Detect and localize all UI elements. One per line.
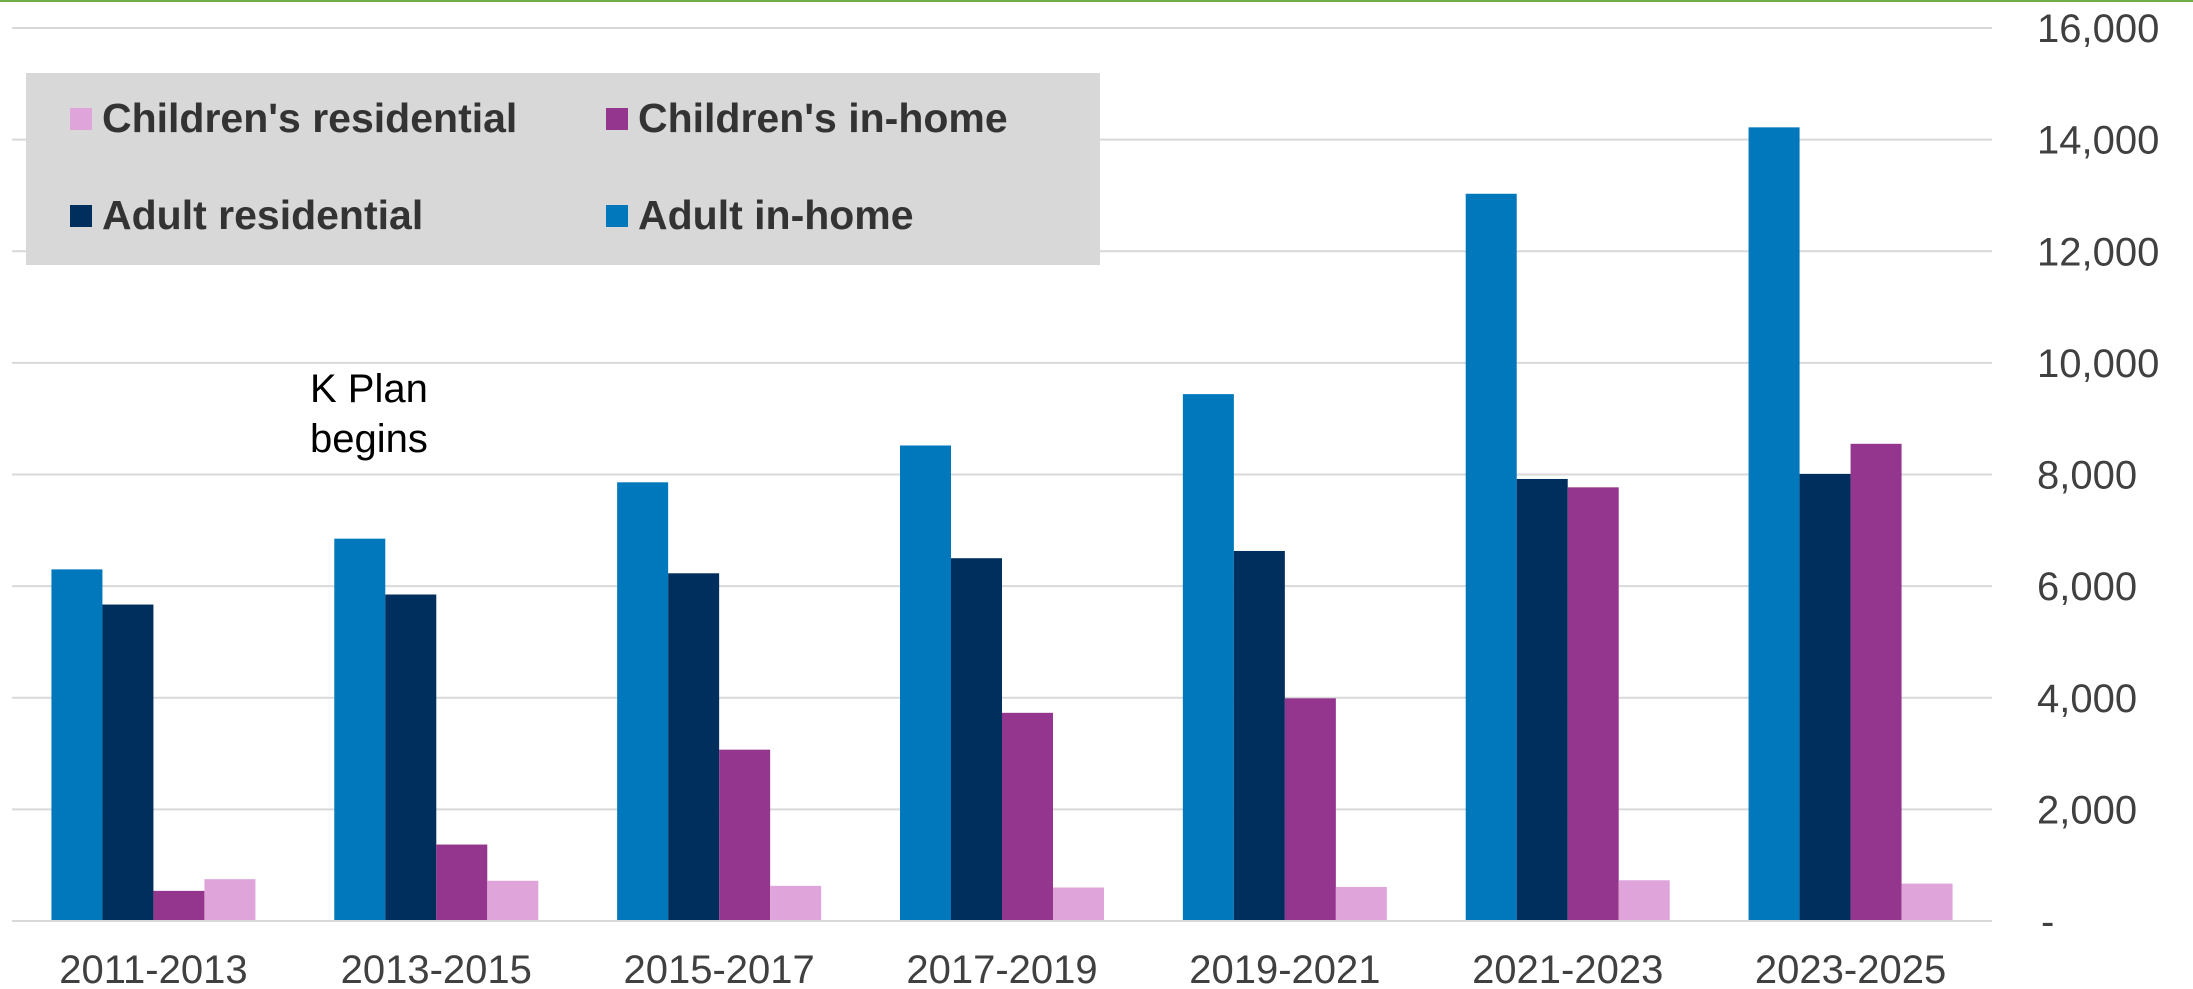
legend-label: Adult residential (102, 192, 424, 238)
x-tick-label: 2011-2013 (59, 948, 247, 989)
bar-children-s-residential-2019-2021 (1335, 886, 1387, 921)
bar-children-s-residential-2015-2017 (770, 885, 822, 921)
y-tick-label: 8,000 (2037, 454, 2137, 498)
x-axis: 2011-2013 2013-2015 2015-2017 2017-2019 2019… (59, 948, 1946, 989)
y-tick-label: 10,000 (2037, 342, 2159, 386)
y-tick-label: 6,000 (2037, 565, 2137, 609)
y-tick-label: 12,000 (2037, 230, 2159, 274)
bar-children-s-in-home-2019-2021 (1284, 698, 1336, 921)
annotation-line: begins (310, 417, 428, 461)
y-tick-label: 14,000 (2037, 119, 2159, 163)
legend: Children's residential Children's in-hom… (26, 73, 1100, 265)
y-tick-label: 4,000 (2037, 677, 2137, 721)
legend-swatch-childrens-residential (70, 107, 92, 130)
bar-adult-in-home-2015-2017 (617, 482, 669, 921)
bar-children-s-residential-2011-2013 (204, 879, 256, 921)
bar-adult-residential-2013-2015 (385, 594, 437, 921)
x-tick-label: 2013-2015 (341, 948, 532, 989)
bar-adult-residential-2023-2025 (1799, 473, 1851, 921)
x-tick-label: 2015-2017 (623, 948, 814, 989)
bar-adult-in-home-2019-2021 (1182, 394, 1234, 921)
legend-item-childrens-in-home: Children's in-home (606, 95, 1008, 142)
legend-label: Children's in-home (638, 95, 1008, 141)
bars (51, 127, 1953, 921)
legend-item-childrens-residential: Children's residential (70, 95, 517, 142)
y-tick-label: 16,000 (2037, 7, 2159, 51)
bar-children-s-in-home-2021-2023 (1567, 487, 1619, 921)
bar-adult-residential-2011-2013 (102, 604, 154, 921)
bar-adult-residential-2019-2021 (1233, 550, 1285, 921)
bar-children-s-in-home-2011-2013 (153, 890, 205, 921)
y-tick-label: - (2041, 900, 2054, 944)
bar-children-s-residential-2023-2025 (1901, 883, 1953, 921)
legend-swatch-childrens-in-home (606, 107, 628, 130)
bar-adult-residential-2017-2019 (951, 558, 1002, 921)
bar-children-s-residential-2017-2019 (1053, 887, 1104, 921)
bar-adult-in-home-2021-2023 (1465, 193, 1517, 921)
legend-swatch-adult-in-home (606, 204, 628, 227)
x-tick-label: 2017-2019 (906, 948, 1097, 989)
bar-children-s-in-home-2023-2025 (1850, 443, 1902, 921)
bar-children-s-residential-2013-2015 (487, 880, 539, 921)
bar-adult-in-home-2011-2013 (51, 569, 103, 921)
bar-children-s-in-home-2017-2019 (1002, 712, 1053, 921)
k-plan-annotation: K Plan begins (310, 364, 428, 464)
bar-adult-in-home-2023-2025 (1748, 127, 1800, 921)
bar-adult-in-home-2013-2015 (334, 538, 386, 921)
x-tick-label: 2023-2025 (1755, 948, 1946, 989)
x-tick-label: 2019-2021 (1189, 948, 1380, 989)
bar-adult-residential-2015-2017 (668, 573, 720, 921)
legend-label: Children's residential (102, 95, 518, 141)
x-tick-label: 2021-2023 (1472, 948, 1663, 989)
y-axis: - 2,000 4,000 6,000 8,000 10,000 12,000 14,000 1… (2037, 7, 2159, 944)
bar-children-s-residential-2021-2023 (1618, 880, 1670, 921)
bar-children-s-in-home-2015-2017 (719, 749, 771, 921)
legend-item-adult-in-home: Adult in-home (606, 192, 914, 239)
bar-children-s-in-home-2013-2015 (436, 844, 488, 921)
annotation-line: K Plan (310, 367, 428, 411)
legend-label: Adult in-home (638, 192, 914, 238)
bar-adult-residential-2021-2023 (1516, 478, 1568, 921)
y-tick-label: 2,000 (2037, 788, 2137, 832)
bar-adult-in-home-2017-2019 (900, 445, 951, 921)
legend-swatch-adult-residential (70, 204, 92, 227)
legend-item-adult-residential: Adult residential (70, 192, 423, 239)
